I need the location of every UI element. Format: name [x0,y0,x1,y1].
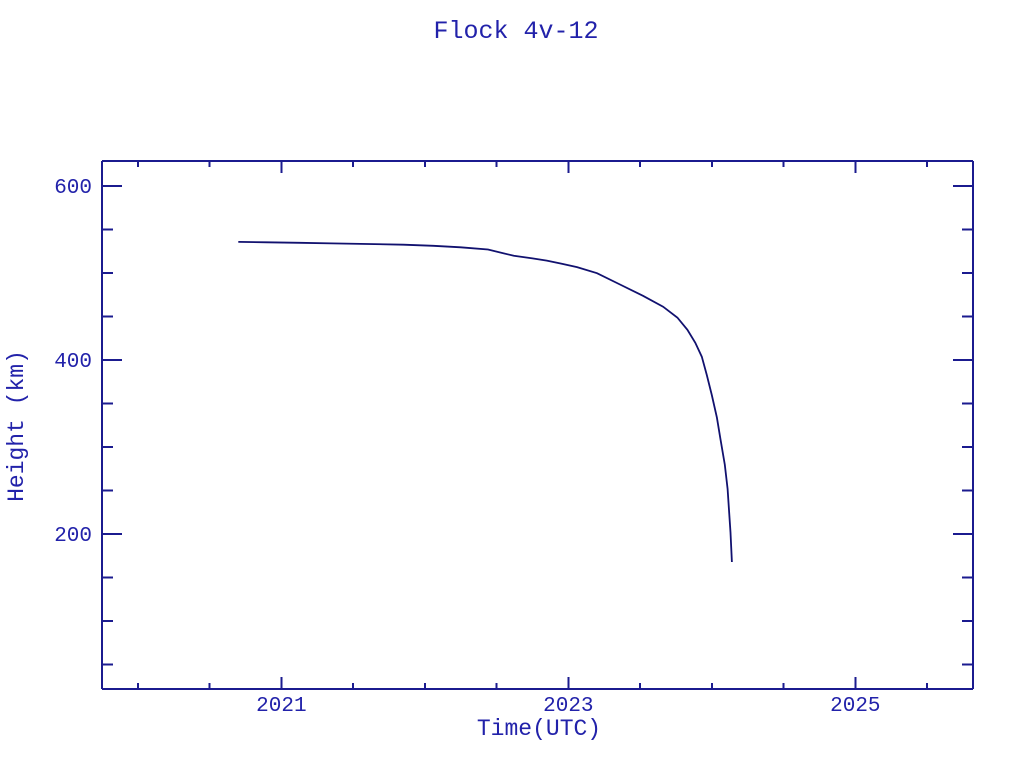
chart-title: Flock 4v-12 [433,17,599,46]
y-tick-label: 600 [54,177,92,200]
x-tick-label: 2025 [830,695,880,718]
x-tick-label: 2021 [256,695,306,718]
x-axis-label: Time(UTC) [476,716,602,742]
y-tick-label: 400 [54,351,92,374]
x-tick-label: 2023 [543,695,593,718]
y-tick-label: 200 [54,525,92,548]
decay-curve [238,241,733,563]
